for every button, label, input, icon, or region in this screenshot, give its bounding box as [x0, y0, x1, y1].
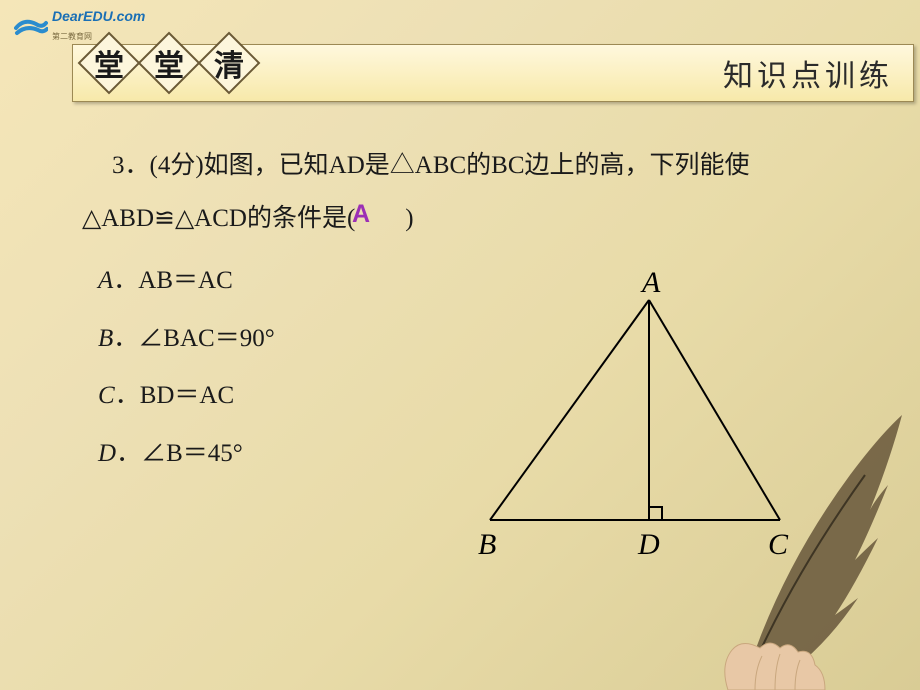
- banner-diamond-group: 堂 堂 清: [76, 30, 256, 96]
- opt-text-b: ∠BAC＝90°: [138, 325, 274, 352]
- diamond-2: 堂: [136, 30, 202, 96]
- option-a: A．AB＝AC: [98, 252, 275, 310]
- options-list: A．AB＝AC B．∠BAC＝90° C．BD＝AC D．∠B＝45°: [98, 252, 275, 482]
- opt-text-c: BD＝AC: [140, 382, 234, 409]
- answer-choice: A: [352, 200, 370, 229]
- opt-label-b: B: [98, 325, 113, 352]
- stem-line-2: △ABD≌△ACD的条件是( ): [82, 193, 860, 246]
- stem-text-1: 如图，已知AD是△ABC的BC边上的高，下列能使: [204, 152, 750, 179]
- q-points: (4分): [150, 152, 204, 179]
- opt-label-a: A: [98, 267, 113, 294]
- logo-swirl-icon: [14, 14, 48, 38]
- option-d: D．∠B＝45°: [98, 425, 275, 483]
- svg-text:B: B: [478, 528, 496, 561]
- svg-text:C: C: [768, 528, 789, 561]
- banner-right-title: 知识点训练: [723, 51, 893, 95]
- triangle-figure: A B C D: [450, 270, 830, 570]
- diamond-3: 清: [196, 30, 262, 96]
- stem-line-1: 3．(4分)如图，已知AD是△ABC的BC边上的高，下列能使: [82, 140, 860, 193]
- opt-label-c: C: [98, 382, 115, 409]
- opt-label-d: D: [98, 440, 116, 467]
- diamond-char-3: 清: [196, 30, 262, 96]
- diamond-1: 堂: [76, 30, 142, 96]
- svg-text:A: A: [640, 270, 661, 299]
- opt-text-a: AB＝AC: [138, 267, 232, 294]
- logo-text: DearEDU.com: [52, 8, 145, 24]
- diamond-char-2: 堂: [136, 30, 202, 96]
- option-b: B．∠BAC＝90°: [98, 310, 275, 368]
- option-c: C．BD＝AC: [98, 367, 275, 425]
- diamond-char-1: 堂: [76, 30, 142, 96]
- opt-text-d: ∠B＝45°: [141, 440, 243, 467]
- svg-text:D: D: [637, 528, 660, 561]
- slide-page: DearEDU.com 第二教育网 知识点训练 堂 堂 清: [0, 0, 920, 690]
- q-number: 3: [112, 152, 125, 179]
- question-stem: 3．(4分)如图，已知AD是△ABC的BC边上的高，下列能使 △ABD≌△ACD…: [82, 140, 860, 245]
